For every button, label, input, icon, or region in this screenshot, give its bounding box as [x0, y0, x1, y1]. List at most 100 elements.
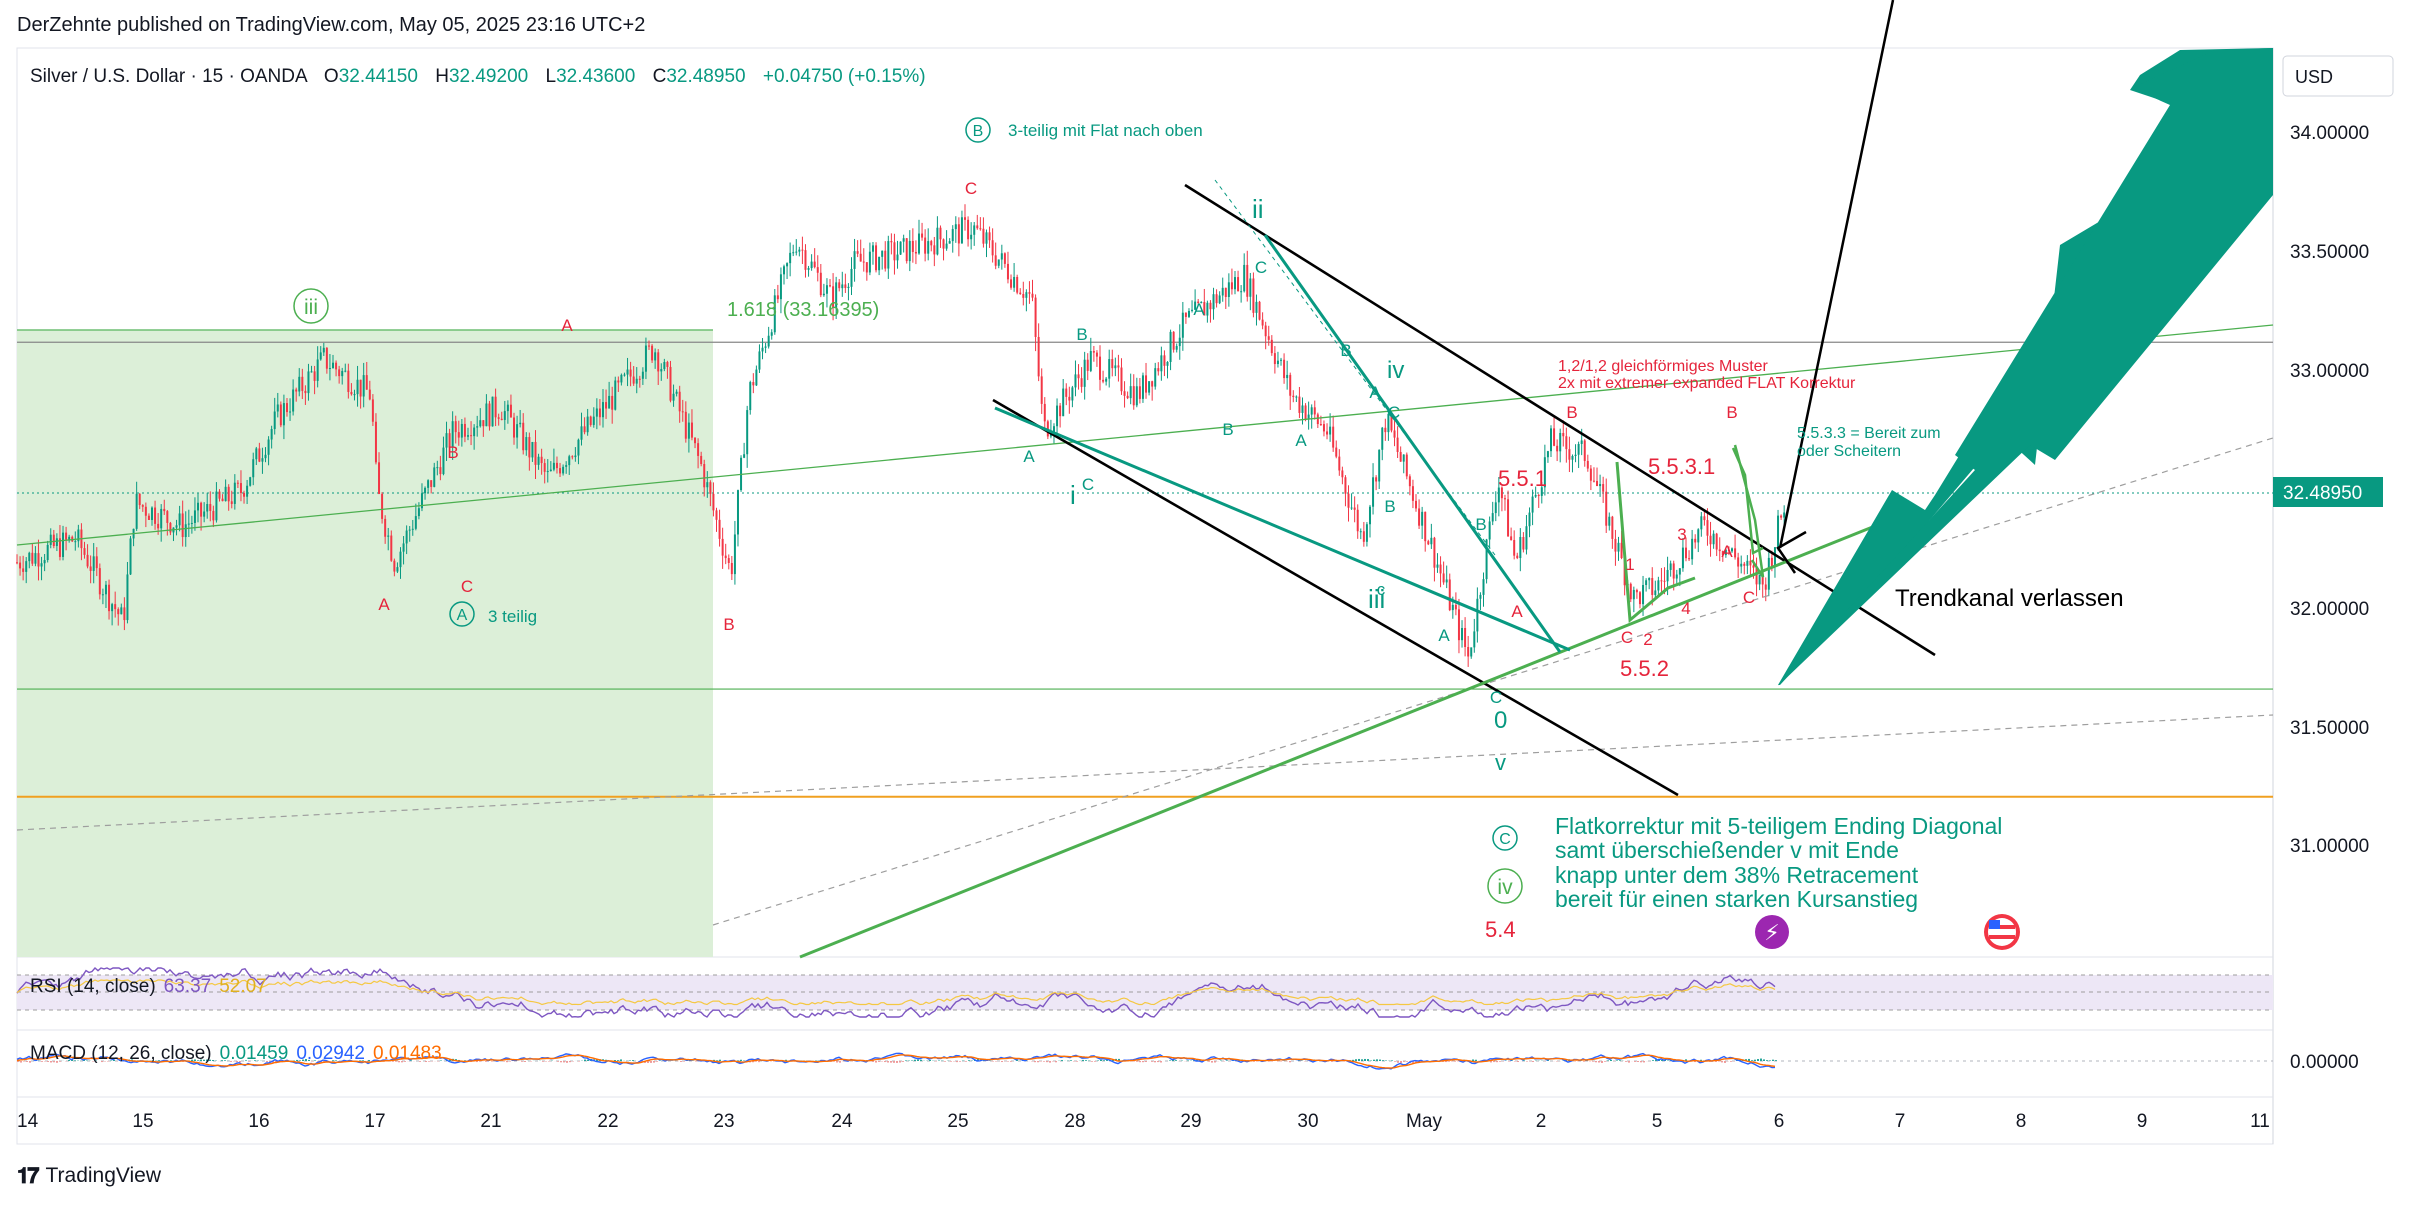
macd-hist-bar — [1754, 1059, 1756, 1061]
candle-body — [141, 505, 144, 507]
price-axis[interactable]: USD 34.00000 33.50000 33.00000 32.00000 … — [2273, 55, 2394, 1073]
macd-hist-bar — [968, 1060, 970, 1061]
candle-body — [513, 417, 516, 438]
macd-hist-bar — [254, 1060, 256, 1061]
fib-label: 1.618 (33.16395) — [727, 299, 879, 321]
wave-letter: A — [1193, 300, 1205, 319]
candle-body — [111, 604, 114, 612]
candle-body — [1608, 516, 1611, 526]
candle-body — [1470, 647, 1473, 657]
candle-body — [178, 513, 181, 526]
macd-hist-bar — [992, 1061, 994, 1062]
wave-letter: B — [1384, 497, 1395, 516]
macd-hist-bar — [410, 1060, 412, 1061]
price-candles — [16, 204, 1786, 667]
candle-body — [31, 552, 34, 564]
macd-hist-bar — [158, 1060, 160, 1061]
macd-hist-bar — [1775, 1060, 1777, 1061]
price-tick: 31.00000 — [2290, 836, 2369, 857]
candle-body — [951, 229, 954, 242]
macd-hist-bar — [632, 1060, 634, 1061]
macd-hist-bar — [737, 1060, 739, 1061]
candle-body — [1040, 376, 1043, 404]
candle-body — [28, 552, 31, 562]
macd-hist-bar — [1391, 1060, 1393, 1061]
candle-body — [239, 483, 242, 494]
macd-hist-bar — [1367, 1059, 1369, 1061]
footer-brand[interactable]: 𝟏𝟕 TradingView — [17, 1163, 161, 1189]
candle-body — [1261, 319, 1264, 326]
time-tick: 28 — [1064, 1111, 1085, 1132]
currency-button[interactable] — [2282, 55, 2394, 97]
macd-hist-bar — [896, 1061, 898, 1063]
macd-hist-bar — [305, 1059, 307, 1061]
macd-hist-bar — [23, 1061, 25, 1062]
macd-hist-bar — [41, 1061, 43, 1062]
macd-hist-bar — [1445, 1061, 1447, 1063]
wave-iv-circle-label: iv — [1497, 876, 1513, 899]
macd-hist-bar — [503, 1061, 505, 1062]
candle-body — [850, 268, 853, 287]
candle-body — [1273, 353, 1276, 365]
candle-body — [1454, 604, 1457, 610]
macd-hist-bar — [1526, 1061, 1528, 1062]
macd-hist-bar — [569, 1061, 571, 1063]
candle-body — [212, 510, 215, 521]
candle-body — [509, 404, 512, 418]
macd-hist-bar — [47, 1061, 49, 1062]
candle-body — [1286, 374, 1289, 379]
macd-hist-bar — [911, 1060, 913, 1061]
candle-body — [246, 485, 249, 497]
candle-body — [1227, 282, 1230, 298]
candle-body — [936, 227, 939, 255]
candle-body — [1758, 574, 1761, 585]
candle-body — [669, 366, 672, 401]
candle-body — [1347, 493, 1350, 508]
candle-body — [491, 396, 494, 427]
candle-body — [1559, 432, 1562, 452]
time-axis[interactable]: 14 15 16 17 21 22 23 24 25 28 29 30 May 2 5 6 7 8 9 11 — [17, 1111, 2270, 1132]
lightning-icon[interactable] — [1755, 915, 1789, 949]
candle-body — [1550, 428, 1552, 452]
macd-hist-bar — [1772, 1059, 1774, 1061]
flat-note-line: bereit für einen starken Kursanstieg — [1555, 886, 1918, 912]
candle-body — [1365, 524, 1368, 542]
wave-letter: A — [1721, 542, 1733, 561]
candle-body — [1197, 301, 1200, 303]
macd-hist-bar — [1187, 1060, 1189, 1061]
candle-body — [878, 256, 881, 271]
candle-body — [319, 352, 322, 360]
event-icons[interactable]: ⚡ — [1755, 914, 2020, 950]
wave-label: i — [1070, 480, 1076, 510]
rsi-label: RSI (14, close) 63.37 52.07 — [30, 976, 267, 997]
macd-hist-bar — [113, 1059, 115, 1061]
time-tick: 29 — [1180, 1111, 1201, 1132]
candle-body — [1721, 551, 1724, 556]
candle-body — [1338, 456, 1341, 471]
candle-body — [1654, 590, 1657, 595]
macd-hist-bar — [596, 1058, 598, 1061]
candle-body — [1200, 302, 1203, 304]
candle-body — [549, 469, 552, 472]
macd-hist-bar — [71, 1059, 73, 1061]
candle-body — [1415, 500, 1418, 509]
price-tick: 31.50000 — [2290, 718, 2369, 739]
candle-body — [92, 556, 95, 571]
wave-letter: C — [1255, 258, 1267, 277]
macd-hist-bar — [1454, 1061, 1456, 1062]
macd-hist-bar — [1154, 1061, 1156, 1063]
candle-body — [1562, 432, 1565, 437]
pattern-note-1: 1,2/1,2 gleichförmiges Muster — [1558, 358, 1769, 375]
candle-body — [381, 493, 384, 519]
macd-hist-bar — [464, 1060, 466, 1061]
candle-body — [184, 524, 187, 538]
macd-hist-bar — [269, 1061, 271, 1063]
candle-body — [1461, 628, 1464, 641]
wave-letter: C — [1082, 475, 1094, 494]
macd-hist-bar — [1634, 1061, 1636, 1062]
candle-body — [77, 529, 80, 542]
candle-body — [694, 437, 697, 444]
macd-hist-bar — [1106, 1060, 1108, 1061]
wave-letter: C — [1490, 688, 1502, 707]
